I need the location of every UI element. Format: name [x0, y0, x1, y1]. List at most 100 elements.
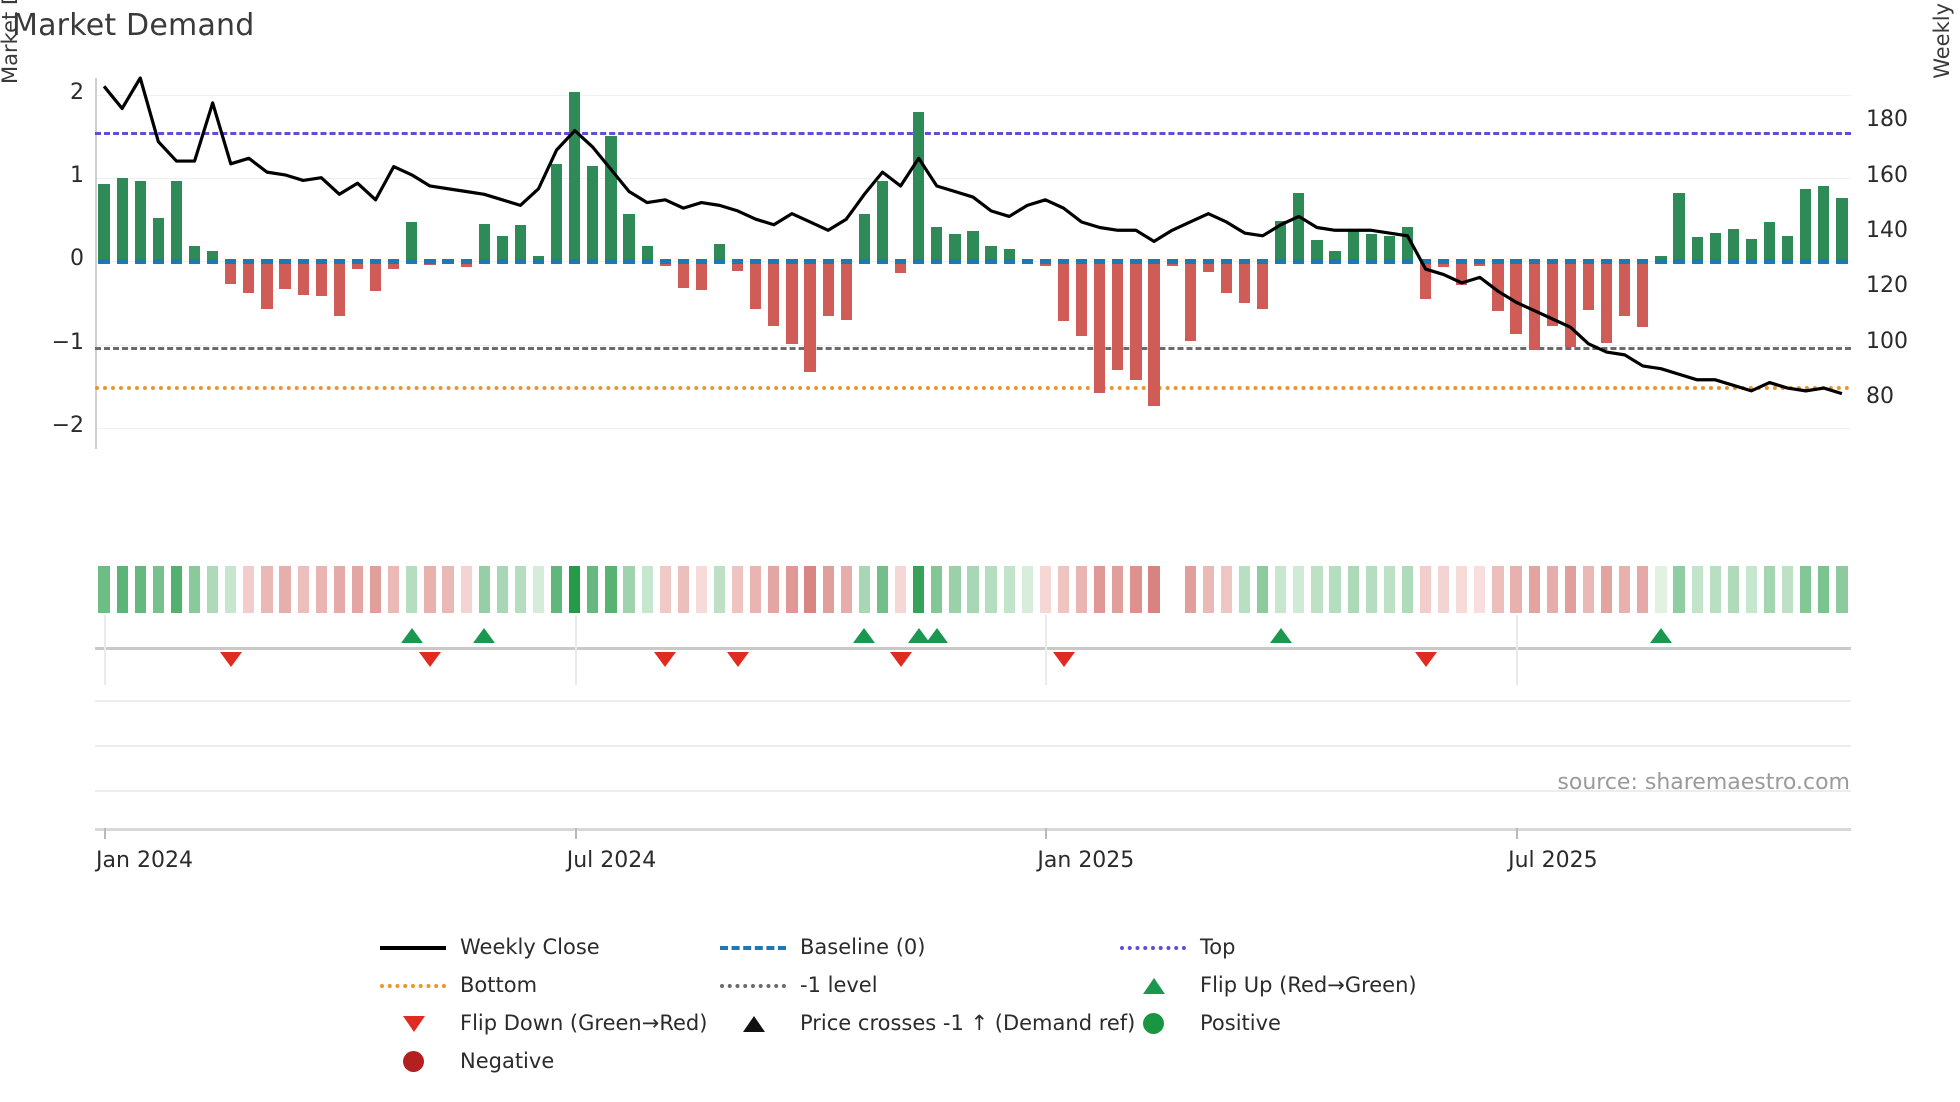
baseline-segment: [1655, 259, 1667, 265]
table-row: [152, 218, 164, 262]
list-item: [1637, 566, 1649, 613]
list-item: [1148, 566, 1160, 613]
table-row: [333, 261, 345, 317]
baseline-segment: [1419, 259, 1432, 265]
baseline-segment: [1166, 259, 1178, 265]
table-row: [116, 178, 128, 262]
solid-black-line-glyph: [380, 946, 446, 950]
y-tick-right-140: 140: [1866, 218, 1908, 244]
legend-item-label: Flip Down (Green→Red): [460, 1011, 708, 1035]
green-triangle-up-glyph: [1143, 978, 1165, 994]
legend-item-label: Baseline (0): [800, 935, 926, 959]
legend-item-bottom[interactable]: Bottom: [380, 966, 720, 1004]
table-row: [768, 261, 780, 327]
table-row: [732, 261, 744, 272]
baseline-segment: [1057, 259, 1070, 265]
baseline-segment: [695, 259, 708, 265]
legend-item-negative[interactable]: Negative: [380, 1042, 720, 1080]
black-triangle-up-glyph: [743, 1016, 765, 1032]
baseline-segment: [1709, 259, 1721, 265]
list-item: [949, 566, 961, 613]
table-row: [1836, 198, 1848, 262]
x-tick-label-2: Jan 2025: [1037, 848, 1135, 873]
baseline-segment: [333, 259, 345, 265]
table-row: [750, 261, 762, 309]
list-item: [1600, 566, 1613, 613]
dotted-gray-line-icon: [720, 975, 786, 995]
dotted-orange-line-icon: [380, 975, 446, 995]
list-item: [1202, 566, 1214, 613]
legend-item-price-crosses[interactable]: Price crosses -1 ↑ (Demand ref): [720, 1004, 1135, 1042]
flip-down-marker: [654, 652, 677, 667]
y-tick-right-180: 180: [1866, 107, 1908, 133]
table-row: [931, 227, 943, 262]
dotted-orange-line-glyph: [380, 984, 446, 988]
baseline-segment: [1564, 259, 1576, 265]
list-item: [605, 566, 617, 613]
table-row: [1691, 237, 1703, 262]
baseline-segment: [351, 259, 364, 265]
legend-item-label: Price crosses -1 ↑ (Demand ref): [800, 1011, 1136, 1035]
baseline-segment: [1130, 259, 1142, 265]
baseline-segment: [442, 259, 454, 265]
y-tick-right-80: 80: [1866, 384, 1894, 410]
table-row: [1220, 261, 1233, 294]
legend-item-flip-up[interactable]: Flip Up (Red→Green): [1120, 966, 1540, 1004]
baseline-segment: [1673, 259, 1685, 265]
list-item: [1238, 566, 1251, 613]
baseline-segment: [1257, 259, 1269, 265]
y-tick-left--1: −1: [51, 329, 84, 355]
x-gridline-3: [1516, 615, 1519, 685]
table-row: [1582, 261, 1595, 310]
table-row: [1112, 261, 1124, 370]
legend-item-top[interactable]: Top: [1120, 928, 1540, 966]
list-item: [931, 566, 943, 613]
list-item: [677, 566, 689, 613]
table-row: [532, 256, 545, 262]
legend-item-positive[interactable]: Positive: [1120, 1004, 1540, 1042]
baseline-segment: [1782, 259, 1794, 265]
list-item: [1619, 566, 1631, 613]
table-row: [188, 245, 201, 262]
list-item: [532, 566, 545, 613]
list-item: [1546, 566, 1558, 613]
list-item: [1311, 566, 1323, 613]
table-row: [786, 261, 798, 344]
table-row: [1546, 261, 1558, 326]
list-item: [496, 566, 508, 613]
legend-row: Bottom -1 level Flip Up (Red→Green): [380, 966, 1680, 1004]
legend-item-baseline-0[interactable]: Baseline (0): [720, 928, 1120, 966]
table-row: [478, 223, 490, 262]
baseline-segment: [985, 259, 997, 265]
marker-baseline: [95, 647, 1851, 650]
table-row: [1184, 261, 1196, 341]
table-row: [1637, 261, 1649, 328]
baseline-segment: [514, 259, 527, 265]
list-item: [858, 566, 870, 613]
table-row: [894, 261, 907, 274]
gridline-y--2: [95, 428, 1851, 430]
reference-line-bottom: [95, 386, 1851, 391]
baseline-segment: [677, 259, 689, 265]
baseline-segment: [1637, 259, 1649, 265]
table-row: [1347, 229, 1359, 262]
baseline-segment: [369, 259, 382, 265]
solid-black-line-icon: [380, 937, 446, 957]
table-row: [1745, 238, 1758, 262]
page-title: Market Demand: [12, 8, 255, 43]
x-tick-label-3: Jul 2025: [1508, 848, 1598, 873]
table-row: [569, 92, 581, 262]
legend-item-weekly-close[interactable]: Weekly Close: [380, 928, 720, 966]
table-row: [1818, 186, 1830, 262]
legend-item-flip-down[interactable]: Flip Down (Green→Red): [380, 1004, 720, 1042]
baseline-segment: [496, 259, 508, 265]
baseline-segment: [243, 259, 255, 265]
list-item: [1076, 566, 1088, 613]
table-row: [876, 181, 889, 262]
legend-item-minus-1-level[interactable]: -1 level: [720, 966, 1120, 1004]
baseline-segment: [587, 259, 599, 265]
flip-down-marker: [889, 652, 912, 667]
list-item: [1039, 566, 1052, 613]
legend-row: Weekly Close Baseline (0) Top: [380, 928, 1680, 966]
